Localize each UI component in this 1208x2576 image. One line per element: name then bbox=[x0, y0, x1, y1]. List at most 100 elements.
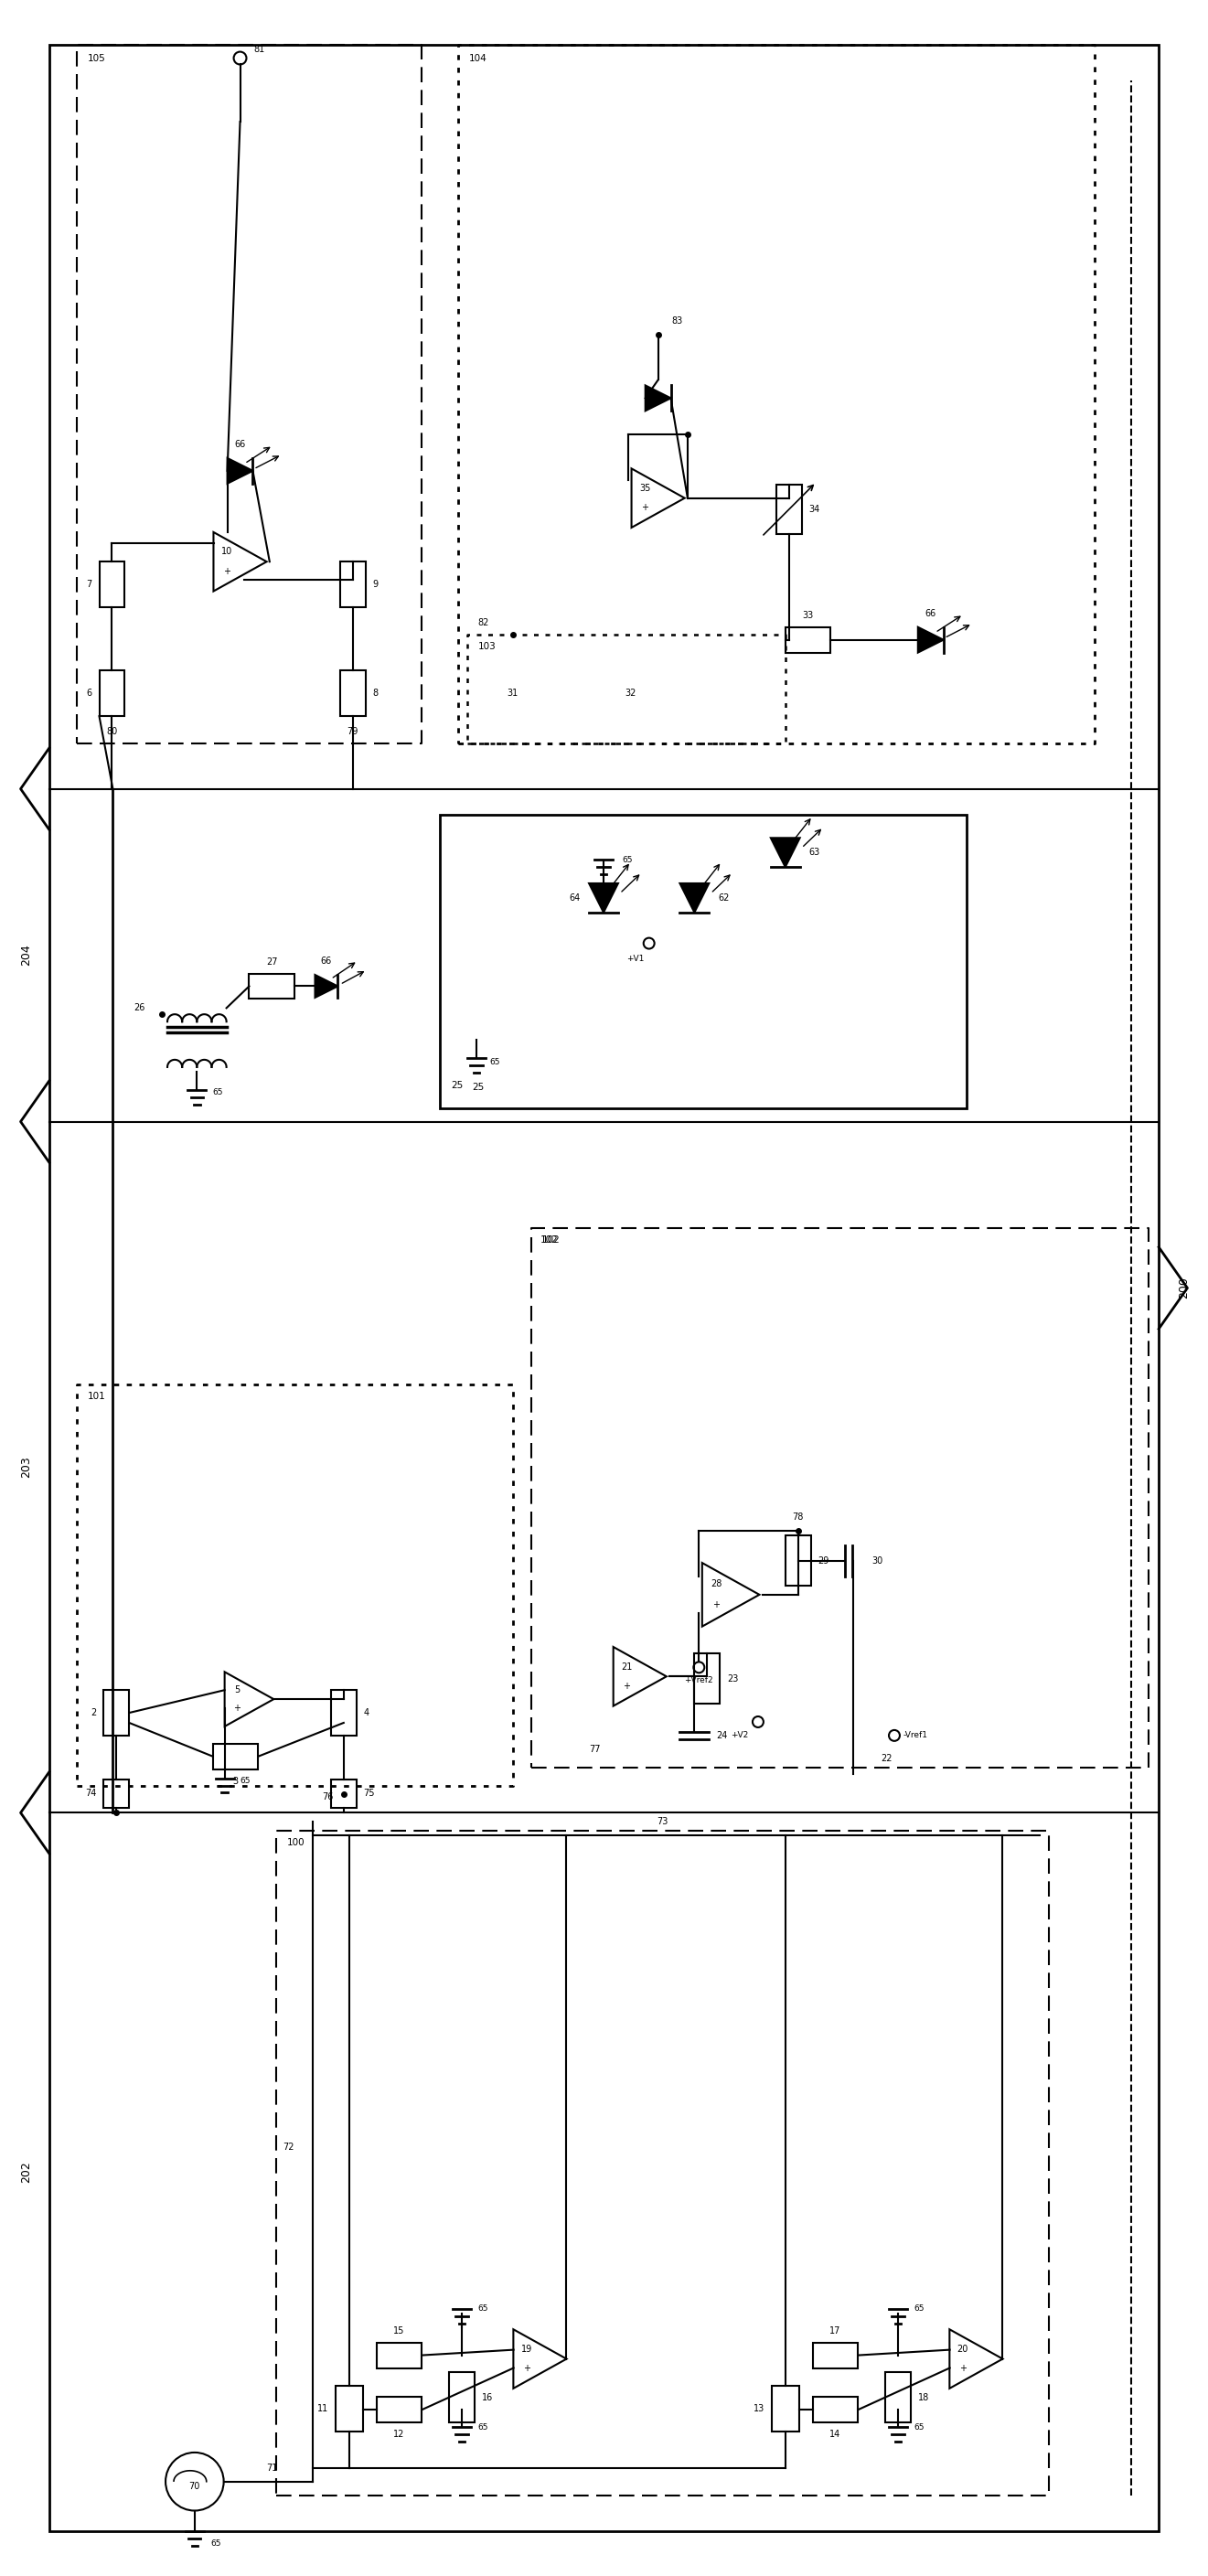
Bar bbox=[772, 2385, 798, 2432]
Text: 35: 35 bbox=[639, 484, 650, 492]
Text: 4: 4 bbox=[364, 1708, 370, 1718]
Text: 63: 63 bbox=[809, 848, 820, 858]
Text: +: + bbox=[523, 2365, 530, 2372]
Bar bbox=[331, 1690, 356, 1736]
Text: 3: 3 bbox=[233, 1777, 238, 1785]
Text: 65: 65 bbox=[211, 2540, 221, 2548]
Polygon shape bbox=[315, 974, 338, 997]
Text: 104: 104 bbox=[469, 54, 487, 62]
Text: 15: 15 bbox=[394, 2326, 405, 2336]
Text: +: + bbox=[713, 1600, 720, 1610]
Text: +V1: +V1 bbox=[627, 953, 644, 963]
Text: 17: 17 bbox=[830, 2326, 841, 2336]
Text: 64: 64 bbox=[569, 894, 580, 902]
Text: 83: 83 bbox=[672, 317, 683, 325]
Text: 31: 31 bbox=[507, 688, 518, 698]
Text: 100: 100 bbox=[288, 1839, 306, 1847]
Text: 102: 102 bbox=[541, 1236, 559, 1244]
Text: +: + bbox=[959, 2365, 966, 2372]
Bar bbox=[339, 562, 366, 608]
Text: 24: 24 bbox=[716, 1731, 727, 1739]
Text: 2: 2 bbox=[91, 1708, 97, 1718]
Text: 11: 11 bbox=[316, 2403, 329, 2414]
Text: 66: 66 bbox=[925, 608, 936, 618]
Text: 79: 79 bbox=[347, 726, 359, 737]
Text: 21: 21 bbox=[621, 1662, 632, 1672]
Text: 77: 77 bbox=[588, 1744, 600, 1754]
Bar bbox=[885, 2372, 911, 2421]
Text: +V2: +V2 bbox=[731, 1731, 749, 1739]
Text: +: + bbox=[223, 567, 231, 577]
Text: 102: 102 bbox=[540, 1236, 558, 1244]
Text: 33: 33 bbox=[802, 611, 814, 621]
Bar bbox=[785, 626, 831, 652]
Bar bbox=[695, 1654, 720, 1703]
Text: 32: 32 bbox=[626, 688, 637, 698]
Text: 7: 7 bbox=[86, 580, 92, 590]
Text: 82: 82 bbox=[478, 618, 489, 626]
Text: 71: 71 bbox=[266, 2463, 278, 2473]
Text: 202: 202 bbox=[21, 2161, 33, 2182]
Text: 203: 203 bbox=[21, 1455, 33, 1479]
Text: 65: 65 bbox=[478, 2306, 489, 2313]
Text: 73: 73 bbox=[657, 1816, 668, 1826]
Bar bbox=[377, 2342, 422, 2367]
Bar bbox=[813, 2342, 858, 2367]
Text: 65: 65 bbox=[490, 1059, 500, 1066]
Text: 70: 70 bbox=[188, 2481, 201, 2491]
Text: 9: 9 bbox=[373, 580, 378, 590]
Bar bbox=[249, 974, 295, 999]
Bar bbox=[99, 562, 124, 608]
Text: 23: 23 bbox=[727, 1674, 738, 1682]
Text: 19: 19 bbox=[521, 2344, 533, 2354]
Text: 29: 29 bbox=[818, 1556, 830, 1566]
Bar bbox=[104, 1780, 129, 1808]
Text: +: + bbox=[233, 1703, 240, 1713]
Text: +: + bbox=[623, 1682, 631, 1690]
Text: 28: 28 bbox=[710, 1579, 722, 1589]
Text: 78: 78 bbox=[792, 1512, 803, 1522]
Bar bbox=[813, 2398, 858, 2421]
Bar bbox=[336, 2385, 362, 2432]
Text: 14: 14 bbox=[830, 2429, 841, 2439]
Bar bbox=[785, 1535, 811, 1587]
Text: +: + bbox=[641, 502, 649, 513]
Text: 65: 65 bbox=[914, 2424, 925, 2432]
Text: 204: 204 bbox=[21, 945, 33, 966]
Polygon shape bbox=[680, 884, 709, 912]
Bar bbox=[440, 814, 968, 1108]
Bar bbox=[377, 2398, 422, 2421]
Text: 20: 20 bbox=[957, 2344, 969, 2354]
Bar bbox=[339, 670, 366, 716]
Bar bbox=[213, 1744, 259, 1770]
Polygon shape bbox=[645, 386, 670, 410]
Bar bbox=[777, 484, 802, 533]
Text: 22: 22 bbox=[881, 1754, 893, 1762]
Text: 34: 34 bbox=[809, 505, 820, 515]
Text: 12: 12 bbox=[394, 2429, 405, 2439]
Text: 105: 105 bbox=[87, 54, 105, 62]
Text: 13: 13 bbox=[753, 2403, 765, 2414]
Text: 10: 10 bbox=[221, 546, 232, 556]
Text: 25: 25 bbox=[472, 1082, 484, 1092]
Text: 65: 65 bbox=[478, 2424, 489, 2432]
Text: 103: 103 bbox=[478, 641, 496, 652]
Text: 81: 81 bbox=[254, 44, 265, 54]
Text: 65: 65 bbox=[914, 2306, 925, 2313]
Polygon shape bbox=[771, 837, 800, 868]
Text: 65: 65 bbox=[622, 855, 632, 863]
Polygon shape bbox=[918, 626, 943, 652]
Text: 26: 26 bbox=[133, 1005, 145, 1012]
Text: 30: 30 bbox=[872, 1556, 883, 1566]
Text: 101: 101 bbox=[87, 1391, 105, 1401]
Text: 25: 25 bbox=[451, 1082, 463, 1090]
Text: 65: 65 bbox=[240, 1777, 250, 1785]
Text: +Vref2: +Vref2 bbox=[685, 1677, 714, 1685]
Text: 62: 62 bbox=[718, 894, 730, 902]
Text: 16: 16 bbox=[482, 2393, 493, 2401]
Text: 8: 8 bbox=[373, 688, 378, 698]
Text: 80: 80 bbox=[106, 726, 117, 737]
Text: -Vref1: -Vref1 bbox=[904, 1731, 928, 1739]
Polygon shape bbox=[590, 884, 618, 912]
Text: 65: 65 bbox=[213, 1090, 223, 1097]
